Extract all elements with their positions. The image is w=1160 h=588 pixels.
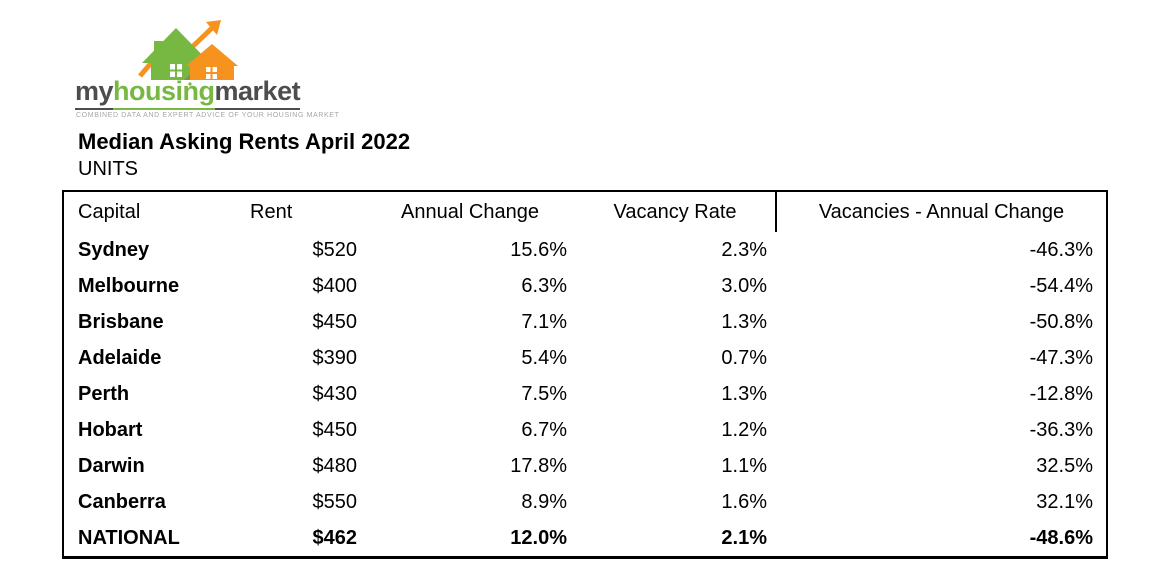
table-header-row: Capital Rent Annual Change Vacancy Rate …	[64, 192, 1106, 232]
annual-change-cell: 5.4%	[521, 346, 567, 369]
annual-change-cell: 15.6%	[510, 238, 567, 261]
vacancies-annual-change-cell: -12.8%	[1029, 382, 1093, 405]
rent-cell: $400	[312, 274, 358, 297]
capital-cell: Canberra	[78, 490, 166, 513]
vacancies-annual-change-cell: -46.3%	[1029, 238, 1093, 261]
annual-change-cell: 7.1%	[521, 310, 567, 333]
vacancy-rate-cell: 2.1%	[721, 526, 767, 549]
page-title: Median Asking Rents April 2022	[78, 129, 411, 154]
annual-change-cell: 6.7%	[521, 418, 567, 441]
annual-change-cell: 7.5%	[521, 382, 567, 405]
rent-cell: $480	[312, 454, 358, 477]
table-row: Canberra $550 8.9% 1.6% 32.1%	[64, 484, 1106, 520]
col-header-capital: Capital	[78, 200, 141, 223]
annual-change-cell: 17.8%	[510, 454, 567, 477]
brand-market: market	[214, 78, 301, 110]
table-row: Melbourne $400 6.3% 3.0% -54.4%	[64, 268, 1106, 304]
rent-cell: $550	[312, 490, 358, 513]
capital-cell: Melbourne	[78, 274, 180, 297]
capital-cell: Hobart	[78, 418, 143, 441]
annual-change-cell: 12.0%	[510, 526, 567, 549]
vacancies-annual-change-cell: 32.5%	[1036, 454, 1093, 477]
rent-cell: $520	[312, 238, 358, 261]
col-header-annual-change: Annual Change	[401, 200, 539, 223]
table-row: Adelaide $390 5.4% 0.7% -47.3%	[64, 340, 1106, 376]
vacancies-annual-change-cell: -50.8%	[1029, 310, 1093, 333]
brand-housing: housing	[113, 78, 215, 110]
vacancy-rate-cell: 1.1%	[721, 454, 767, 477]
vacancy-rate-cell: 0.7%	[721, 346, 767, 369]
table-row: Perth $430 7.5% 1.3% -12.8%	[64, 376, 1106, 412]
brand-wordmark: myhousingmarket	[75, 78, 301, 110]
rent-cell: $450	[312, 310, 358, 333]
brand-tagline: COMBINED DATA AND EXPERT ADVICE OF YOUR …	[76, 112, 340, 119]
vacancy-rate-cell: 1.3%	[721, 310, 767, 333]
vacancies-annual-change-cell: -47.3%	[1029, 346, 1093, 369]
page-subtitle: UNITS	[78, 158, 138, 180]
vacancy-rate-cell: 1.6%	[721, 490, 767, 513]
vacancies-annual-change-cell: -48.6%	[1029, 526, 1093, 549]
vacancies-annual-change-cell: 32.1%	[1036, 490, 1093, 513]
capital-cell: Perth	[78, 382, 130, 405]
table-row: Brisbane $450 7.1% 1.3% -50.8%	[64, 304, 1106, 340]
rent-cell: $430	[312, 382, 358, 405]
vacancy-rate-cell: 2.3%	[721, 238, 767, 261]
table-row-national-total: NATIONAL $462 12.0% 2.1% -48.6%	[64, 520, 1106, 556]
capital-cell: Sydney	[78, 238, 150, 261]
vacancies-annual-change-cell: -54.4%	[1029, 274, 1093, 297]
brand-my: my	[75, 78, 114, 110]
col-header-vacancies-annual-change: Vacancies - Annual Change	[775, 192, 1106, 232]
vacancies-annual-change-cell: -36.3%	[1029, 418, 1093, 441]
table-row: Sydney $520 15.6% 2.3% -46.3%	[64, 232, 1106, 268]
rent-cell: $462	[312, 526, 358, 549]
capital-cell: Brisbane	[78, 310, 164, 333]
col-header-rent: Rent	[250, 200, 293, 223]
annual-change-cell: 8.9%	[521, 490, 567, 513]
col-header-vacancy-rate: Vacancy Rate	[613, 200, 737, 223]
annual-change-cell: 6.3%	[521, 274, 567, 297]
vacancy-rate-cell: 1.2%	[721, 418, 767, 441]
capital-cell: Darwin	[78, 454, 145, 477]
vacancy-rate-cell: 3.0%	[721, 274, 767, 297]
vacancy-rate-cell: 1.3%	[721, 382, 767, 405]
capital-cell: Adelaide	[78, 346, 162, 369]
houses-arrow-icon	[138, 20, 238, 86]
rent-cell: $450	[312, 418, 358, 441]
rent-cell: $390	[312, 346, 358, 369]
table-row: Hobart $450 6.7% 1.2% -36.3%	[64, 412, 1106, 448]
median-rents-table: Capital Rent Annual Change Vacancy Rate …	[62, 190, 1108, 559]
capital-cell: NATIONAL	[78, 526, 180, 549]
table-row: Darwin $480 17.8% 1.1% 32.5%	[64, 448, 1106, 484]
